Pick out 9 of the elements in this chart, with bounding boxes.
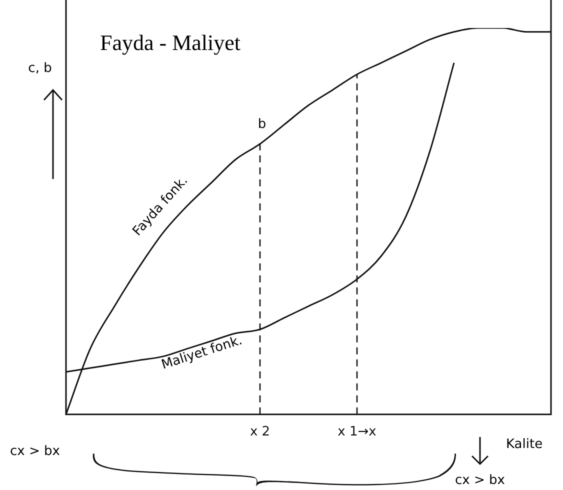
text: cx > bx xyxy=(10,444,60,459)
annotation: b xyxy=(258,117,266,132)
y-axis-title: c, b xyxy=(28,61,52,76)
text: cx > bx xyxy=(455,473,506,488)
x-tick-label: x 1→x xyxy=(338,424,377,440)
chart-title: Fayda - Maliyet xyxy=(100,30,241,55)
x-axis-title: Kalite xyxy=(506,437,543,452)
text: Maliyet fonk. xyxy=(160,333,244,373)
x-tick-label: x 2 xyxy=(250,424,270,440)
